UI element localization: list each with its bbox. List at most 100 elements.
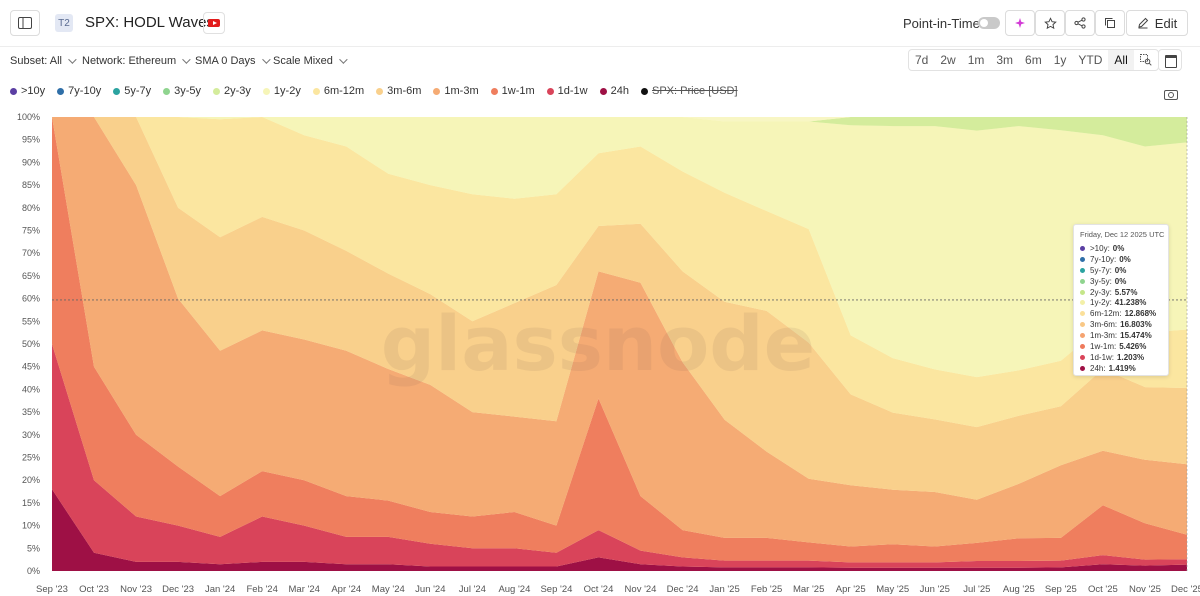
tooltip-label: 1w-1m: (1090, 341, 1117, 351)
legend-item[interactable]: 2y-3y (213, 85, 251, 97)
area-1d-1w (52, 344, 1187, 568)
x-tick-label: Aug '24 (498, 584, 530, 595)
tooltip-dot-icon (1080, 343, 1085, 349)
youtube-button[interactable] (203, 12, 225, 34)
chevron-down-icon (339, 55, 348, 64)
share-button[interactable] (1065, 10, 1095, 36)
range-6m[interactable]: 6m (1025, 53, 1042, 67)
tooltip-dot-icon (1080, 322, 1085, 328)
legend-item[interactable]: SPX: Price [USD] (640, 85, 738, 97)
x-tick-label: Jun '25 (920, 584, 950, 595)
range-3m[interactable]: 3m (996, 53, 1014, 67)
tooltip-row: 2y-3y: 5.57% (1080, 287, 1162, 298)
tooltip-dot-icon (1080, 256, 1085, 262)
legend-item[interactable]: >10y (10, 85, 45, 97)
hodl-waves-chart: glassnode 0% 5% 10% 15% 20% 25% 30% 35% 40% 45% 50%… (17, 112, 1200, 595)
y-tick-label: 60% (22, 294, 40, 304)
tooltip-label: 1d-1w: (1090, 352, 1115, 362)
x-tick-label: Dec '25 (1171, 584, 1200, 595)
tooltip-label: 2y-3y: (1090, 287, 1112, 297)
range-ytd[interactable]: YTD (1078, 53, 1103, 67)
legend-item[interactable]: 1y-2y (262, 85, 301, 97)
subset-select[interactable]: Subset: All (10, 55, 77, 67)
tooltip-label: 3m-6m: (1090, 320, 1118, 330)
chevron-down-icon (182, 55, 191, 64)
tooltip-dot-icon (1080, 289, 1085, 295)
tooltip-row: >10y: 0% (1080, 243, 1162, 254)
calendar-button[interactable] (1158, 49, 1182, 71)
x-tick-label: May '24 (372, 584, 405, 595)
tooltip-row: 24h: 1.419% (1080, 363, 1162, 374)
scale-select[interactable]: Scale Mixed (273, 55, 348, 67)
pencil-icon (1138, 17, 1149, 29)
legend-label: 24h (610, 85, 629, 97)
tooltip-label: >10y: (1090, 243, 1110, 253)
legend-item[interactable]: 7y-10y (57, 85, 101, 97)
legend-label: 6m-12m (323, 85, 365, 97)
area-1m-3m (52, 117, 1187, 547)
sma-label: SMA 0 Days (195, 55, 256, 67)
ai-sparkle-button[interactable] (1005, 10, 1035, 36)
legend-item[interactable]: 5y-7y (113, 85, 151, 97)
range-2w[interactable]: 2w (940, 53, 956, 67)
y-tick-label: 100% (17, 112, 40, 122)
area-6m-12m (52, 117, 1187, 428)
range-1y[interactable]: 1y (1053, 53, 1067, 67)
tooltip-value: 5.57% (1114, 287, 1138, 297)
y-tick-label: 90% (22, 157, 40, 167)
zoom-select-icon[interactable] (1134, 50, 1158, 70)
watermark-logo: glassnode (381, 299, 815, 388)
star-icon (1043, 16, 1057, 29)
sidebar-toggle-button[interactable] (10, 10, 40, 36)
x-tick-label: Feb '24 (246, 584, 277, 595)
subset-label: Subset: All (10, 55, 62, 67)
copy-button[interactable] (1095, 10, 1125, 36)
legend-item[interactable]: 3y-5y (163, 85, 201, 97)
tooltip-row: 6m-12m: 12.868% (1080, 308, 1162, 319)
sma-select[interactable]: SMA 0 Days (195, 55, 271, 67)
header: T2 SPX: HODL Waves Point-in-Time Edit (0, 0, 1200, 46)
legend-label: 2y-3y (224, 85, 251, 97)
legend-item[interactable]: 1w-1m (490, 85, 535, 97)
range-1m[interactable]: 1m (967, 53, 985, 67)
tooltip-row: 1w-1m: 5.426% (1080, 341, 1162, 352)
point-in-time-toggle[interactable] (978, 17, 1000, 29)
network-select[interactable]: Network: Ethereum (82, 55, 191, 67)
range-all[interactable]: All (1108, 50, 1134, 70)
tooltip-label: 1y-2y: (1090, 298, 1112, 308)
tooltip-value: 0% (1114, 276, 1127, 286)
legend-item[interactable]: 24h (599, 85, 629, 97)
chevron-down-icon (261, 55, 271, 64)
x-tick-label: Oct '25 (1088, 584, 1118, 595)
y-tick-label: 35% (22, 407, 40, 417)
range-7d[interactable]: 7d (915, 53, 929, 67)
camera-icon[interactable] (1164, 90, 1178, 100)
legend-item[interactable]: 1d-1w (546, 85, 588, 97)
x-tick-label: Apr '25 (836, 584, 866, 595)
legend-dot-icon (599, 87, 607, 95)
x-tick-label: Oct '23 (79, 584, 109, 595)
tooltip-value: 0% (1119, 254, 1131, 264)
legend-label: 1d-1w (557, 85, 588, 97)
tooltip-dot-icon (1080, 300, 1085, 306)
legend-label: 1w-1m (501, 85, 535, 97)
y-tick-label: 5% (27, 543, 40, 553)
network-label: Network: Ethereum (82, 55, 177, 67)
legend-item[interactable]: 3m-6m (376, 85, 421, 97)
time-range-selector: 7d 2w 1m 3m 6m 1y YTD All (908, 49, 1159, 71)
tooltip-label: 24h: (1090, 363, 1106, 373)
x-tick-label: Sep '23 (36, 584, 68, 595)
tooltip-dot-icon (1080, 267, 1085, 273)
edit-button[interactable]: Edit (1126, 10, 1188, 36)
favorite-button[interactable] (1035, 10, 1065, 36)
tooltip-value: 0% (1112, 243, 1125, 253)
legend-item[interactable]: 6m-12m (312, 85, 365, 97)
x-tick-label: Jan '24 (205, 584, 235, 595)
tier-badge: T2 (55, 14, 73, 32)
area-1y-2y (52, 117, 1187, 378)
tooltip-row: 3y-5y: 0% (1080, 276, 1162, 287)
x-tick-label: Mar '25 (793, 584, 824, 595)
legend-item[interactable]: 1m-3m (433, 85, 479, 97)
tooltip-value: 41.238% (1114, 298, 1147, 308)
edit-label: Edit (1154, 15, 1178, 31)
